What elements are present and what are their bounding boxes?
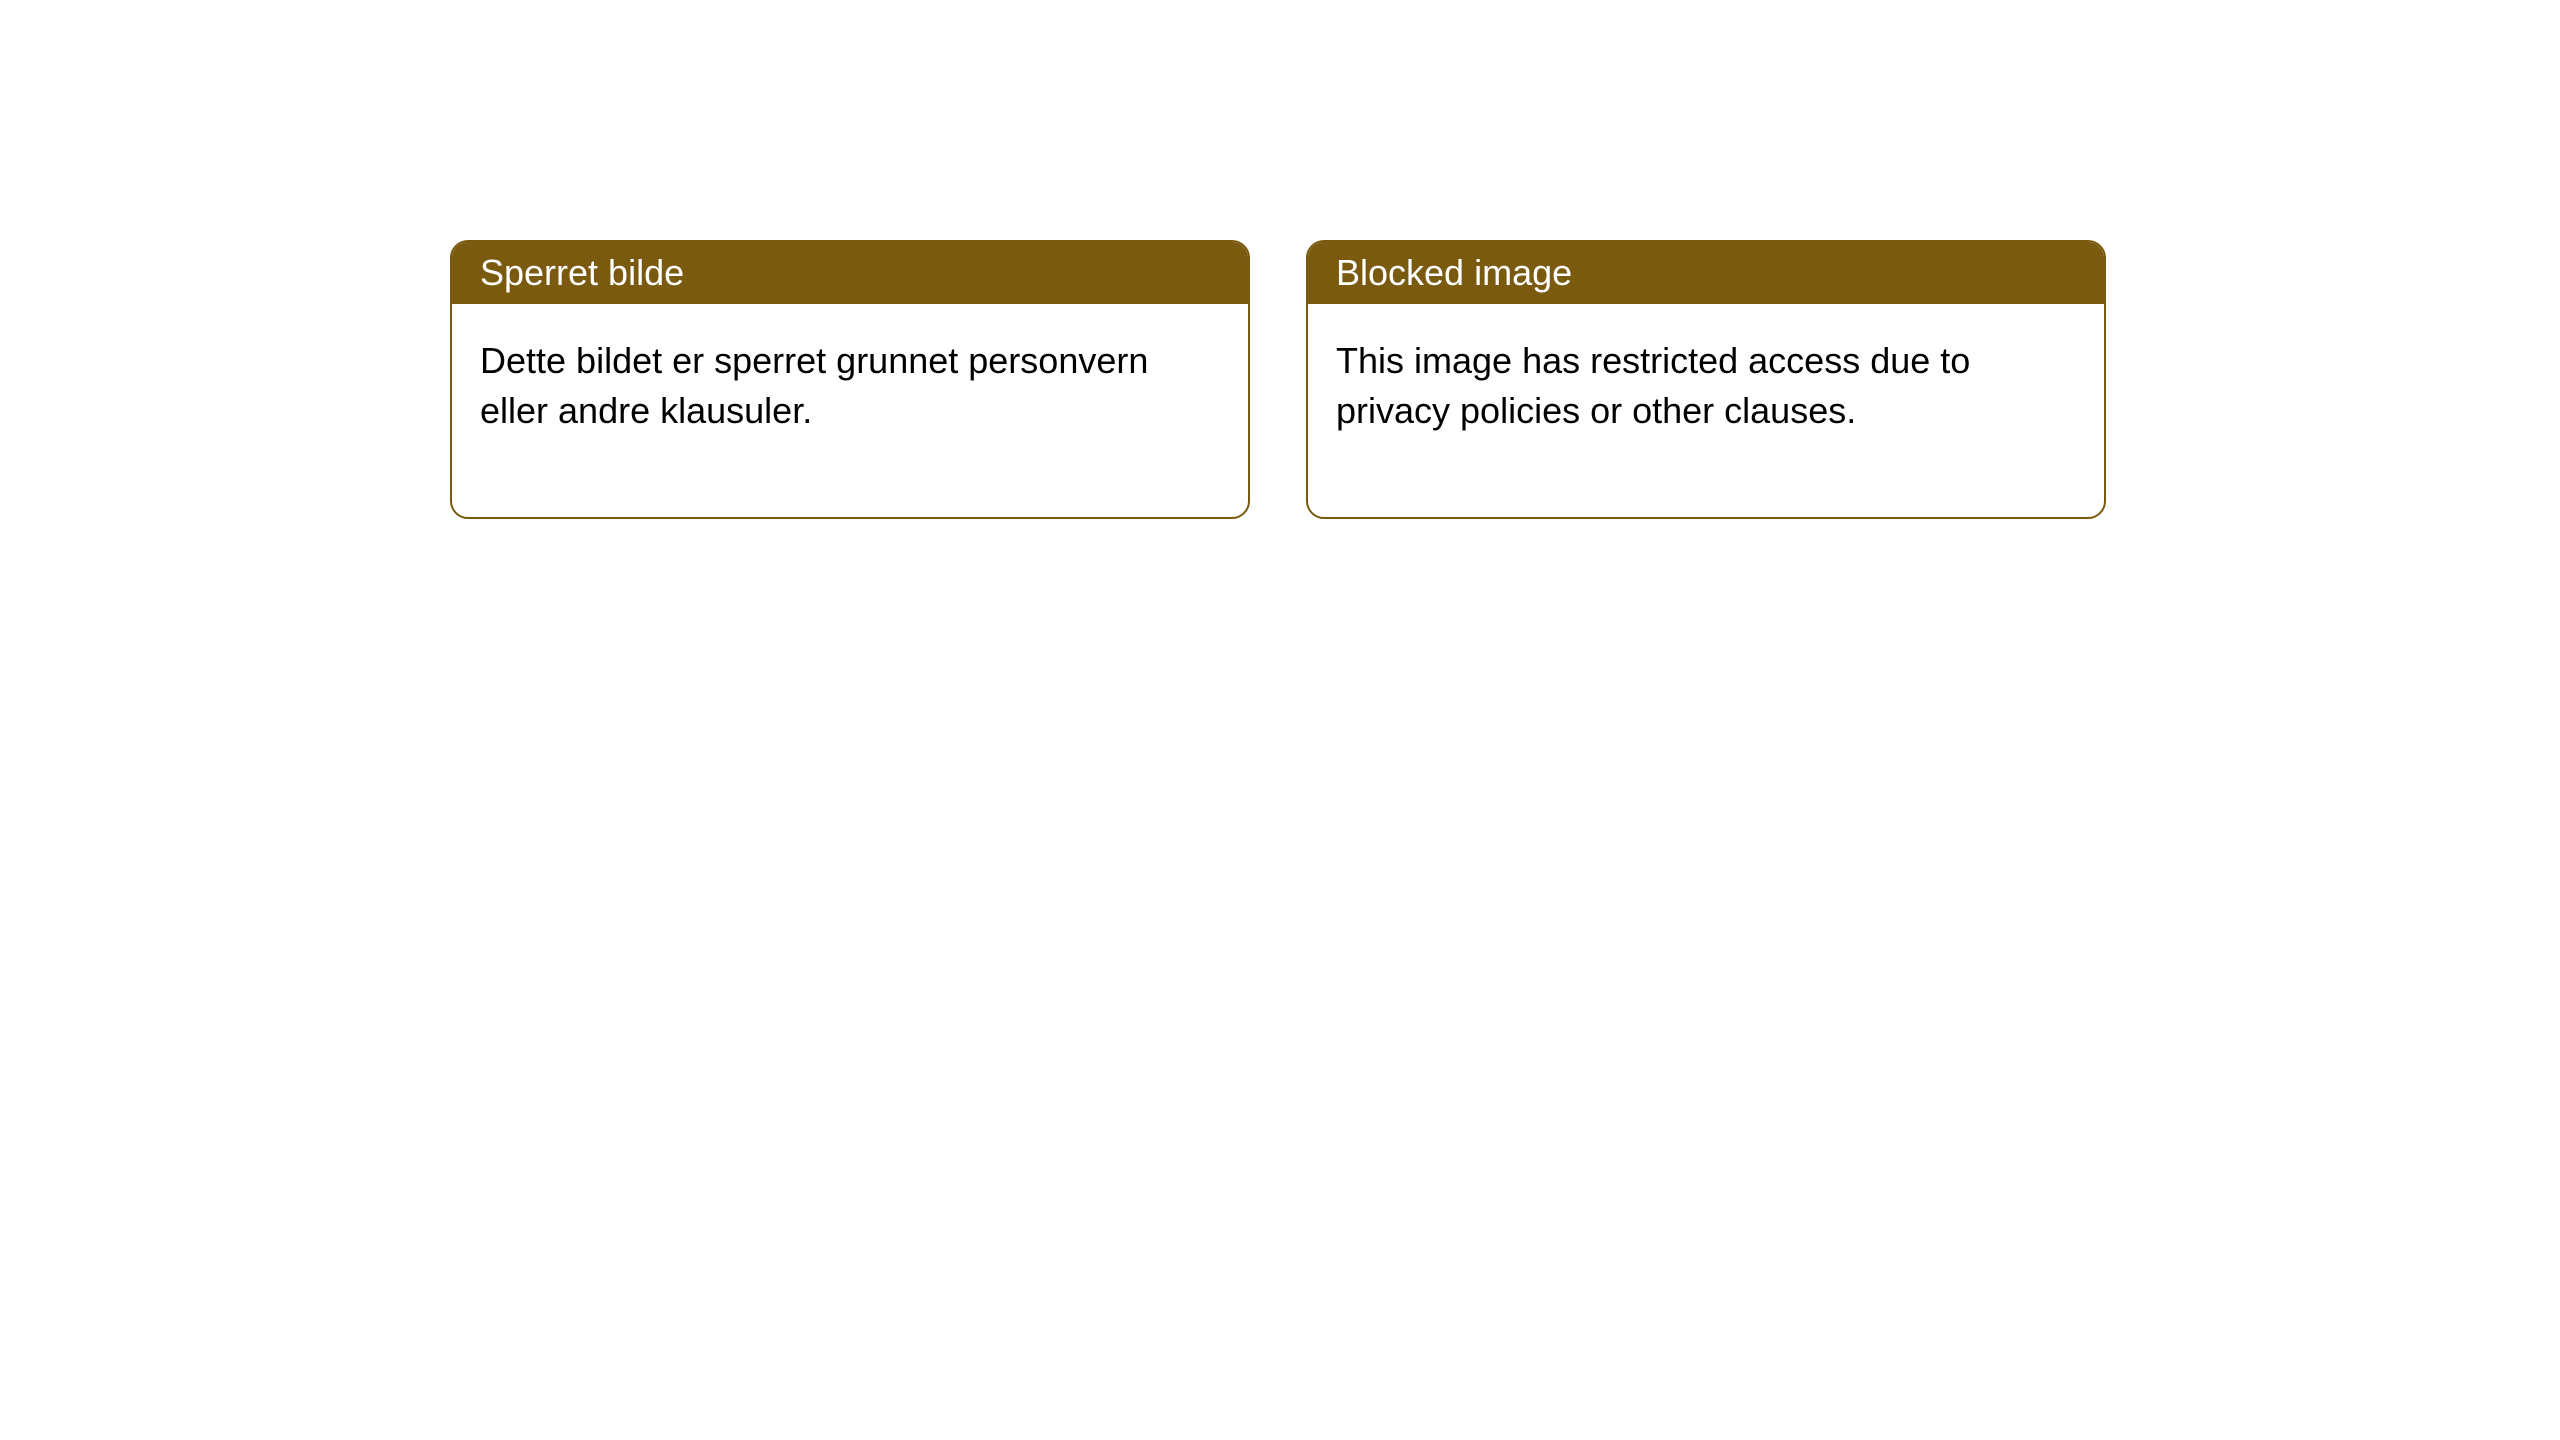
notice-body: This image has restricted access due to … — [1308, 304, 2104, 517]
notice-card-norwegian: Sperret bilde Dette bildet er sperret gr… — [450, 240, 1250, 519]
notice-container: Sperret bilde Dette bildet er sperret gr… — [0, 0, 2560, 519]
notice-card-english: Blocked image This image has restricted … — [1306, 240, 2106, 519]
notice-header: Blocked image — [1308, 242, 2104, 304]
notice-body: Dette bildet er sperret grunnet personve… — [452, 304, 1248, 517]
notice-header: Sperret bilde — [452, 242, 1248, 304]
